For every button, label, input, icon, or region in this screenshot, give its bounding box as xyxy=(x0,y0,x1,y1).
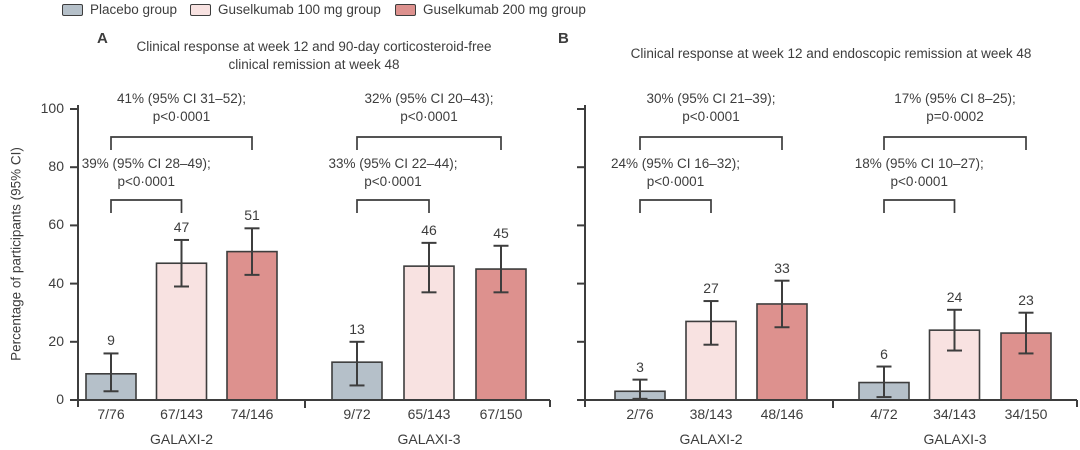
bar-value-label: 27 xyxy=(703,280,719,297)
guselkumab-200-swatch-icon xyxy=(395,3,416,16)
legend-item-guselkumab-200: Guselkumab 200 mg group xyxy=(395,1,586,18)
panel-a-title-line2: clinical remission at week 48 xyxy=(228,57,400,72)
bar-n-label: 38/143 xyxy=(689,406,733,422)
comparison-p-value: p=0·0002 xyxy=(926,109,984,124)
bar-n-label: 34/143 xyxy=(933,406,976,422)
bar-value-label: 23 xyxy=(1018,291,1034,308)
comparison-bracket xyxy=(110,199,183,213)
panel-b-title-line1: Clinical response at week 12 and endosco… xyxy=(630,46,1032,61)
panel-a-letter: A xyxy=(97,30,108,47)
comparison-annotation: 33% (95% CI 22–44); p<0·0001 xyxy=(328,155,457,191)
y-tick-label: 0 xyxy=(56,391,64,407)
y-tick-label: 100 xyxy=(40,100,64,116)
y-tick-label: 20 xyxy=(48,332,64,349)
comparison-annotation: 17% (95% CI 8–25); p=0·0002 xyxy=(894,90,1016,126)
bar-value-label: 46 xyxy=(421,221,437,238)
bar-n-label: 34/150 xyxy=(1004,406,1048,422)
comparison-annotation: 41% (95% CI 31–52); p<0·0001 xyxy=(117,90,246,126)
placebo-swatch-icon xyxy=(62,3,83,16)
comparison-p-value: p<0·0001 xyxy=(682,109,740,124)
bar-value-label: 33 xyxy=(774,259,790,276)
comparison-bracket xyxy=(883,199,956,213)
guselkumab-100-swatch-icon xyxy=(190,3,211,16)
panel-b-letter: B xyxy=(558,30,569,47)
comparison-annotation: 24% (95% CI 16–32); p<0·0001 xyxy=(611,155,740,191)
bar-value-label: 9 xyxy=(107,332,115,349)
bar-n-label: 9/72 xyxy=(343,406,371,422)
comparison-effect-text: 32% (95% CI 20–43); xyxy=(364,91,494,106)
bar-value-label: 47 xyxy=(173,218,190,235)
comparison-bracket xyxy=(639,199,712,213)
comparison-annotation: 18% (95% CI 10–27); p<0·0001 xyxy=(855,155,984,191)
bar-value-label: 3 xyxy=(636,358,644,375)
bar-n-label: 7/76 xyxy=(97,406,125,422)
legend-label: Guselkumab 100 mg group xyxy=(218,2,381,17)
group-label: GALAXI-2 xyxy=(679,431,743,447)
comparison-p-value: p<0·0001 xyxy=(890,174,948,189)
bar-n-label: 48/146 xyxy=(760,406,804,422)
bar-value-label: 13 xyxy=(349,320,365,337)
comparison-bracket xyxy=(356,199,430,213)
y-tick-label: 80 xyxy=(48,158,64,175)
comparison-bracket xyxy=(356,136,502,150)
panel-a-title: Clinical response at week 12 and 90-day … xyxy=(137,38,492,74)
bar-n-label: 67/143 xyxy=(160,406,203,422)
bar-value-label: 45 xyxy=(493,224,509,241)
bar-value-label: 6 xyxy=(880,345,888,362)
bar-n-label: 67/150 xyxy=(479,406,523,422)
comparison-p-value: p<0·0001 xyxy=(646,174,705,189)
group-label: GALAXI-2 xyxy=(149,431,214,447)
bar-value-label: 24 xyxy=(946,288,963,305)
comparison-effect-text: 39% (95% CI 28–49); xyxy=(81,156,211,171)
comparison-annotation: 30% (95% CI 21–39); p<0·0001 xyxy=(646,90,775,126)
comparison-bracket xyxy=(883,136,1027,150)
comparison-annotation: 39% (95% CI 28–49); p<0·0001 xyxy=(82,155,211,191)
bar-n-label: 65/143 xyxy=(407,406,451,422)
legend-label: Guselkumab 200 mg group xyxy=(423,2,586,17)
panel-b-title: Clinical response at week 12 and endosco… xyxy=(631,45,1032,63)
bar-n-label: 4/72 xyxy=(870,406,898,422)
legend-item-placebo: Placebo group xyxy=(62,1,177,18)
group-label: GALAXI-3 xyxy=(923,431,987,447)
panel-a-title-line1: Clinical response at week 12 and 90-day … xyxy=(136,39,492,54)
comparison-effect-text: 18% (95% CI 10–27); xyxy=(854,156,984,171)
y-tick-label: 40 xyxy=(48,274,64,291)
comparison-effect-text: 17% (95% CI 8–25); xyxy=(894,91,1016,106)
group-label: GALAXI-3 xyxy=(397,431,461,447)
legend-item-guselkumab-100: Guselkumab 100 mg group xyxy=(190,1,381,18)
legend-label: Placebo group xyxy=(90,2,178,17)
y-tick-label: 60 xyxy=(48,216,64,233)
comparison-effect-text: 30% (95% CI 21–39); xyxy=(646,91,776,106)
comparison-effect-text: 24% (95% CI 16–32); xyxy=(610,156,741,171)
bar-n-label: 2/76 xyxy=(626,406,654,422)
comparison-p-value: p<0·0001 xyxy=(152,109,211,124)
comparison-effect-text: 33% (95% CI 22–44); xyxy=(328,156,458,171)
comparison-effect-text: 41% (95% CI 31–52); xyxy=(116,91,247,106)
comparison-p-value: p<0·0001 xyxy=(364,174,422,189)
bar-n-label: 74/146 xyxy=(230,406,274,422)
bar-value-label: 51 xyxy=(244,207,260,224)
comparison-annotation: 32% (95% CI 20–43); p<0·0001 xyxy=(364,90,493,126)
comparison-p-value: p<0·0001 xyxy=(117,174,175,189)
comparison-p-value: p<0·0001 xyxy=(400,109,458,124)
y-axis-label: Percentage of participants (95% CI) xyxy=(8,147,24,361)
comparison-bracket xyxy=(639,136,783,150)
comparison-bracket xyxy=(110,136,253,150)
